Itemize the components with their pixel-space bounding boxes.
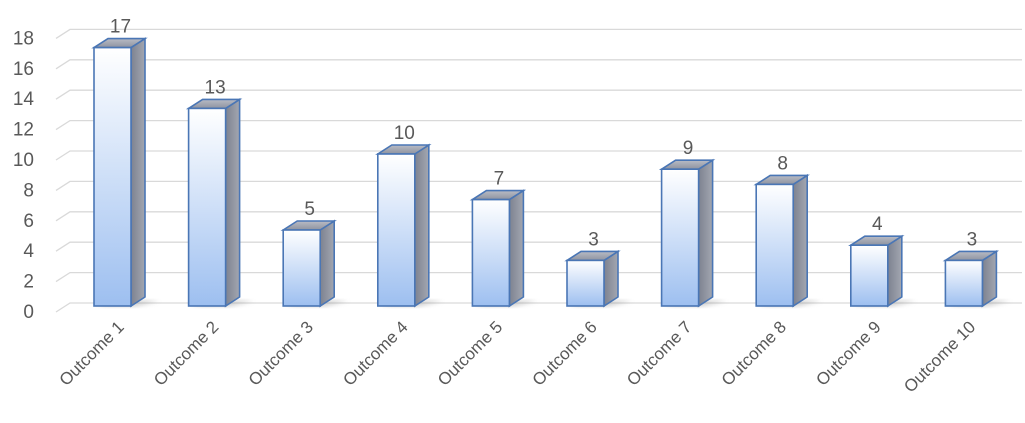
bars xyxy=(91,37,1011,308)
bar xyxy=(280,219,349,308)
bar-side-face xyxy=(792,173,809,308)
category-label: Outcome 10 xyxy=(900,317,979,396)
category-label: Outcome 8 xyxy=(718,317,790,389)
bar xyxy=(753,173,822,308)
bar-side-face xyxy=(413,143,430,308)
bar-front-face xyxy=(755,183,795,307)
data-label: 4 xyxy=(872,214,883,235)
bar-side-face xyxy=(697,158,714,308)
category-label: Outcome 7 xyxy=(623,317,695,389)
y-tick-label: 4 xyxy=(23,241,34,262)
y-tick-label: 18 xyxy=(13,28,34,49)
y-tick-label: 12 xyxy=(13,120,34,141)
category-label: Outcome 6 xyxy=(529,317,601,389)
bar xyxy=(375,143,443,308)
bar-front-face xyxy=(282,229,322,307)
bar-front-face xyxy=(471,198,511,307)
category-label: Outcome 3 xyxy=(245,317,317,389)
gridline xyxy=(55,119,1022,131)
bar-front-face xyxy=(944,259,984,307)
bar-front-face xyxy=(376,153,416,307)
bar xyxy=(942,249,1011,308)
data-label: 17 xyxy=(110,17,131,38)
y-tick-label: 14 xyxy=(13,89,35,110)
data-label: 8 xyxy=(777,153,788,174)
y-tick-label: 6 xyxy=(23,211,34,232)
gridline xyxy=(55,28,1022,39)
data-label: 5 xyxy=(304,199,315,220)
bar-front-face xyxy=(849,244,889,307)
category-label: Outcome 4 xyxy=(339,317,411,389)
bar-side-face xyxy=(319,219,336,308)
gridlines xyxy=(55,28,1022,313)
y-tick-label: 0 xyxy=(23,302,34,323)
bar xyxy=(848,234,916,308)
bar xyxy=(91,37,159,308)
bar xyxy=(658,158,727,308)
data-label: 13 xyxy=(205,77,226,98)
y-tick-label: 10 xyxy=(13,150,34,171)
bar-side-face xyxy=(224,97,241,308)
bar-front-face xyxy=(660,168,700,307)
category-label: Outcome 5 xyxy=(434,317,506,389)
data-label: 3 xyxy=(588,229,599,250)
bar xyxy=(185,97,254,308)
bar-side-face xyxy=(886,234,903,308)
bar xyxy=(469,189,538,308)
bar xyxy=(564,249,632,308)
y-tick-label: 8 xyxy=(23,180,34,201)
category-label: Outcome 1 xyxy=(56,317,128,389)
x-axis-categories: Outcome 1 Outcome 2 Outcome 3 Outcome 4 Outc… xyxy=(56,317,980,396)
gridline xyxy=(55,59,1022,70)
bar-side-face xyxy=(508,189,525,308)
data-label: 10 xyxy=(394,123,415,144)
data-label: 3 xyxy=(967,229,978,250)
gridline xyxy=(55,89,1022,100)
bar-side-face xyxy=(130,37,146,308)
y-axis-ticks: 0 2 4 6 8 10 12 14 16 18 xyxy=(13,28,35,323)
gridline xyxy=(55,150,1022,161)
data-label: 7 xyxy=(494,169,505,190)
category-label: Outcome 2 xyxy=(150,317,222,389)
y-tick-label: 2 xyxy=(23,272,34,293)
bar-front-face xyxy=(187,107,227,307)
category-label: Outcome 9 xyxy=(812,317,884,389)
y-tick-label: 16 xyxy=(13,59,34,80)
bar-front-face xyxy=(566,259,605,307)
data-labels: 17 13 5 10 7 3 9 8 4 3 xyxy=(110,17,977,251)
bar-front-face xyxy=(93,46,132,307)
data-label: 9 xyxy=(683,138,694,159)
